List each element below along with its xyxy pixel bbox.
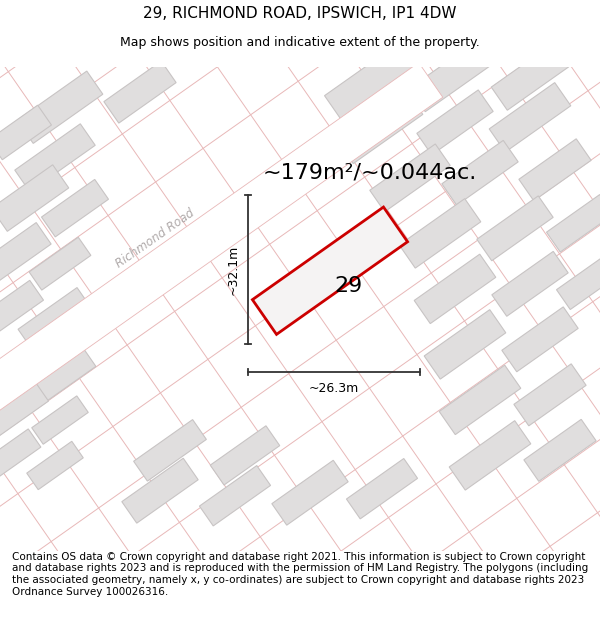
- Polygon shape: [409, 42, 491, 112]
- Text: Richmond Road: Richmond Road: [113, 206, 197, 271]
- Polygon shape: [449, 421, 531, 490]
- Text: Map shows position and indicative extent of the property.: Map shows position and indicative extent…: [120, 36, 480, 49]
- Polygon shape: [489, 82, 571, 152]
- Polygon shape: [524, 419, 596, 481]
- Polygon shape: [17, 71, 103, 143]
- Polygon shape: [414, 254, 496, 324]
- Polygon shape: [272, 460, 348, 525]
- Polygon shape: [370, 144, 450, 212]
- Polygon shape: [34, 348, 96, 401]
- Polygon shape: [337, 91, 423, 164]
- Polygon shape: [27, 441, 83, 489]
- Polygon shape: [32, 396, 88, 444]
- Polygon shape: [399, 199, 481, 268]
- Polygon shape: [519, 139, 591, 201]
- Polygon shape: [502, 307, 578, 372]
- Polygon shape: [15, 124, 95, 192]
- Polygon shape: [346, 459, 418, 519]
- Polygon shape: [325, 44, 415, 121]
- Polygon shape: [0, 335, 55, 394]
- Text: ~179m²/~0.044ac.: ~179m²/~0.044ac.: [263, 163, 477, 183]
- Polygon shape: [134, 419, 206, 481]
- Text: Contains OS data © Crown copyright and database right 2021. This information is : Contains OS data © Crown copyright and d…: [12, 552, 588, 597]
- Polygon shape: [417, 90, 493, 155]
- Polygon shape: [199, 466, 271, 526]
- Polygon shape: [424, 309, 506, 379]
- Polygon shape: [0, 62, 443, 444]
- Polygon shape: [210, 426, 280, 485]
- Polygon shape: [556, 252, 600, 309]
- Polygon shape: [514, 364, 586, 426]
- Polygon shape: [0, 281, 44, 338]
- Polygon shape: [0, 165, 69, 231]
- Text: 29, RICHMOND ROAD, IPSWICH, IP1 4DW: 29, RICHMOND ROAD, IPSWICH, IP1 4DW: [143, 6, 457, 21]
- Polygon shape: [0, 222, 51, 284]
- Polygon shape: [442, 141, 518, 205]
- Text: ~26.3m: ~26.3m: [309, 382, 359, 395]
- Polygon shape: [18, 288, 92, 351]
- Polygon shape: [122, 458, 198, 523]
- Text: 29: 29: [334, 276, 362, 296]
- Polygon shape: [547, 194, 600, 252]
- Polygon shape: [41, 179, 109, 237]
- Polygon shape: [491, 44, 569, 110]
- Polygon shape: [29, 238, 91, 290]
- Polygon shape: [0, 381, 49, 439]
- Polygon shape: [104, 61, 176, 123]
- Polygon shape: [439, 365, 521, 434]
- Polygon shape: [477, 196, 553, 261]
- Polygon shape: [0, 429, 41, 482]
- Polygon shape: [492, 251, 568, 316]
- Text: ~32.1m: ~32.1m: [227, 244, 240, 295]
- Polygon shape: [253, 207, 407, 334]
- Polygon shape: [0, 105, 52, 160]
